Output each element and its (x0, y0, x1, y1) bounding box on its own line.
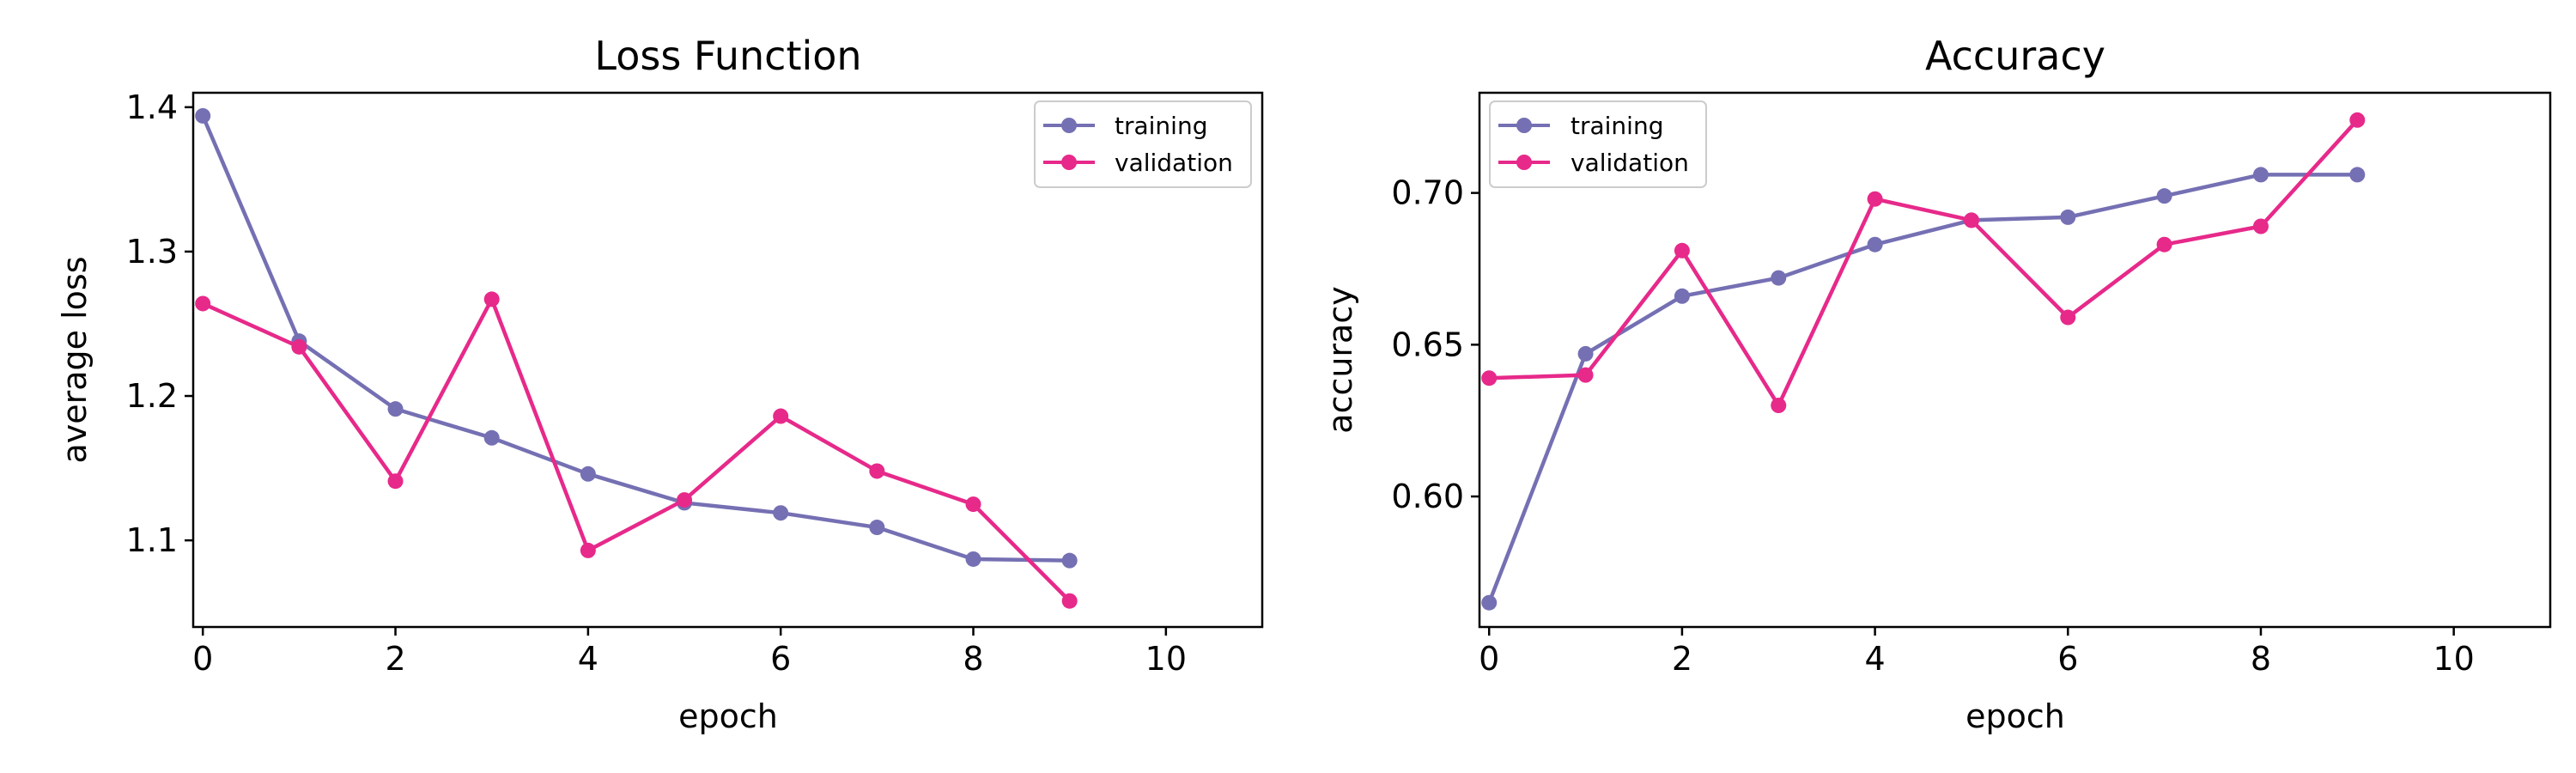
accuracy-validation-point (1867, 191, 1883, 207)
accuracy-validation-point (1481, 370, 1498, 386)
loss-ticks-layer: 0 2 4 6 8 10 1.1 1.2 1.3 1.4 (126, 88, 1187, 678)
loss-training-point (869, 520, 885, 536)
accuracy-y-axis-label: accuracy (1321, 286, 1359, 433)
accuracy-validation-point (1674, 242, 1690, 259)
accuracy-legend-validation-label: validation (1571, 149, 1689, 177)
loss-validation-point (869, 463, 885, 479)
accuracy-training-point (1577, 345, 1594, 362)
accuracy-chart-title: Accuracy (1925, 33, 2105, 79)
accuracy-x-tick-label: 2 (1672, 640, 1692, 678)
loss-y-tick-label: 1.1 (126, 521, 178, 559)
accuracy-x-tick-label: 4 (1865, 640, 1886, 678)
accuracy-legend-box (1489, 100, 1707, 188)
loss-x-axis-label: epoch (678, 697, 778, 735)
loss-validation-point (483, 291, 500, 307)
loss-validation-point (195, 295, 211, 312)
accuracy-ticks-layer: 0 2 4 6 8 10 0.60 0.65 0.70 (1391, 174, 2474, 678)
loss-chart: Loss Function 0 2 4 6 8 101.11.21.31.4 epoch … (56, 33, 1264, 735)
accuracy-training-point (2349, 167, 2366, 183)
accuracy-validation-point (2156, 236, 2172, 253)
loss-validation-point (387, 473, 404, 490)
accuracy-x-tick-label: 10 (2433, 640, 2474, 678)
loss-y-axis-label: average loss (56, 256, 94, 463)
accuracy-x-tick-label: 8 (2251, 640, 2271, 678)
loss-y-tick-label: 1.4 (126, 88, 178, 126)
loss-plot-frame (191, 91, 1264, 629)
accuracy-y-tick-label: 0.65 (1391, 326, 1464, 363)
loss-x-tick-label: 4 (578, 640, 598, 678)
loss-training-point (965, 551, 981, 567)
loss-training-point (1061, 552, 1078, 569)
loss-series-layer (195, 107, 1078, 609)
loss-legend-validation-marker (1061, 155, 1077, 170)
loss-x-tick-label: 8 (963, 640, 983, 678)
accuracy-chart: Accuracy 0 2 4 6 8 10 0.60 0.65 0.70 epoch accur… (1321, 33, 2552, 735)
loss-x-tick-label: 10 (1145, 640, 1187, 678)
accuracy-y-tick-label: 0.70 (1391, 174, 1464, 212)
accuracy-training-point (2156, 188, 2172, 204)
accuracy-validation-point (1963, 212, 1979, 228)
loss-legend-validation-label: validation (1115, 149, 1233, 177)
accuracy-training-line (1487, 173, 2358, 604)
accuracy-validation-point (1771, 398, 1787, 414)
loss-x-tick-label: 2 (385, 640, 405, 678)
accuracy-legend: training validation (1489, 100, 1707, 188)
loss-legend-training-label: training (1115, 112, 1207, 140)
accuracy-training-point (1867, 236, 1883, 253)
loss-y-tick-label: 1.3 (126, 233, 178, 271)
accuracy-validation-point (2349, 112, 2366, 128)
accuracy-x-axis-label: epoch (1965, 697, 2065, 735)
loss-training-point (773, 505, 789, 521)
loss-validation-point (677, 492, 693, 508)
loss-training-point (387, 401, 404, 417)
loss-x-tick-label: 0 (192, 640, 213, 678)
loss-validation-point (291, 338, 307, 355)
loss-y-tick-label: 1.2 (126, 377, 178, 415)
loss-legend-training-marker (1061, 118, 1077, 133)
loss-training-point (483, 429, 500, 446)
accuracy-training-point (1481, 594, 1498, 611)
accuracy-training-point (1771, 270, 1787, 286)
loss-training-point (195, 107, 211, 124)
accuracy-plot-frame (1478, 91, 2552, 629)
loss-chart-title: Loss Function (594, 33, 861, 79)
accuracy-validation-point (2252, 218, 2269, 234)
accuracy-legend-training-label: training (1571, 112, 1663, 140)
loss-x-tick-label: 6 (770, 640, 791, 678)
accuracy-training-point (1674, 288, 1690, 304)
loss-legend-box (1034, 100, 1252, 188)
accuracy-legend-training-marker (1516, 118, 1532, 133)
accuracy-training-point (2060, 209, 2076, 225)
loss-validation-point (965, 496, 981, 513)
accuracy-legend-validation-marker (1516, 155, 1532, 170)
accuracy-validation-point (2060, 309, 2076, 326)
accuracy-x-tick-label: 0 (1479, 640, 1499, 678)
loss-validation-point (1061, 593, 1078, 609)
loss-training-line (201, 115, 1070, 563)
accuracy-validation-point (1577, 367, 1594, 383)
loss-validation-point (773, 408, 789, 424)
loss-training-point (580, 466, 596, 482)
loss-validation-point (580, 542, 596, 558)
accuracy-training-point (2252, 167, 2269, 183)
loss-legend: training validation (1034, 100, 1252, 188)
accuracy-y-tick-label: 0.60 (1391, 478, 1464, 515)
loss-validation-line (202, 297, 1072, 603)
accuracy-validation-line (1489, 119, 2359, 408)
accuracy-x-tick-label: 6 (2057, 640, 2078, 678)
accuracy-series-layer (1481, 112, 2366, 611)
